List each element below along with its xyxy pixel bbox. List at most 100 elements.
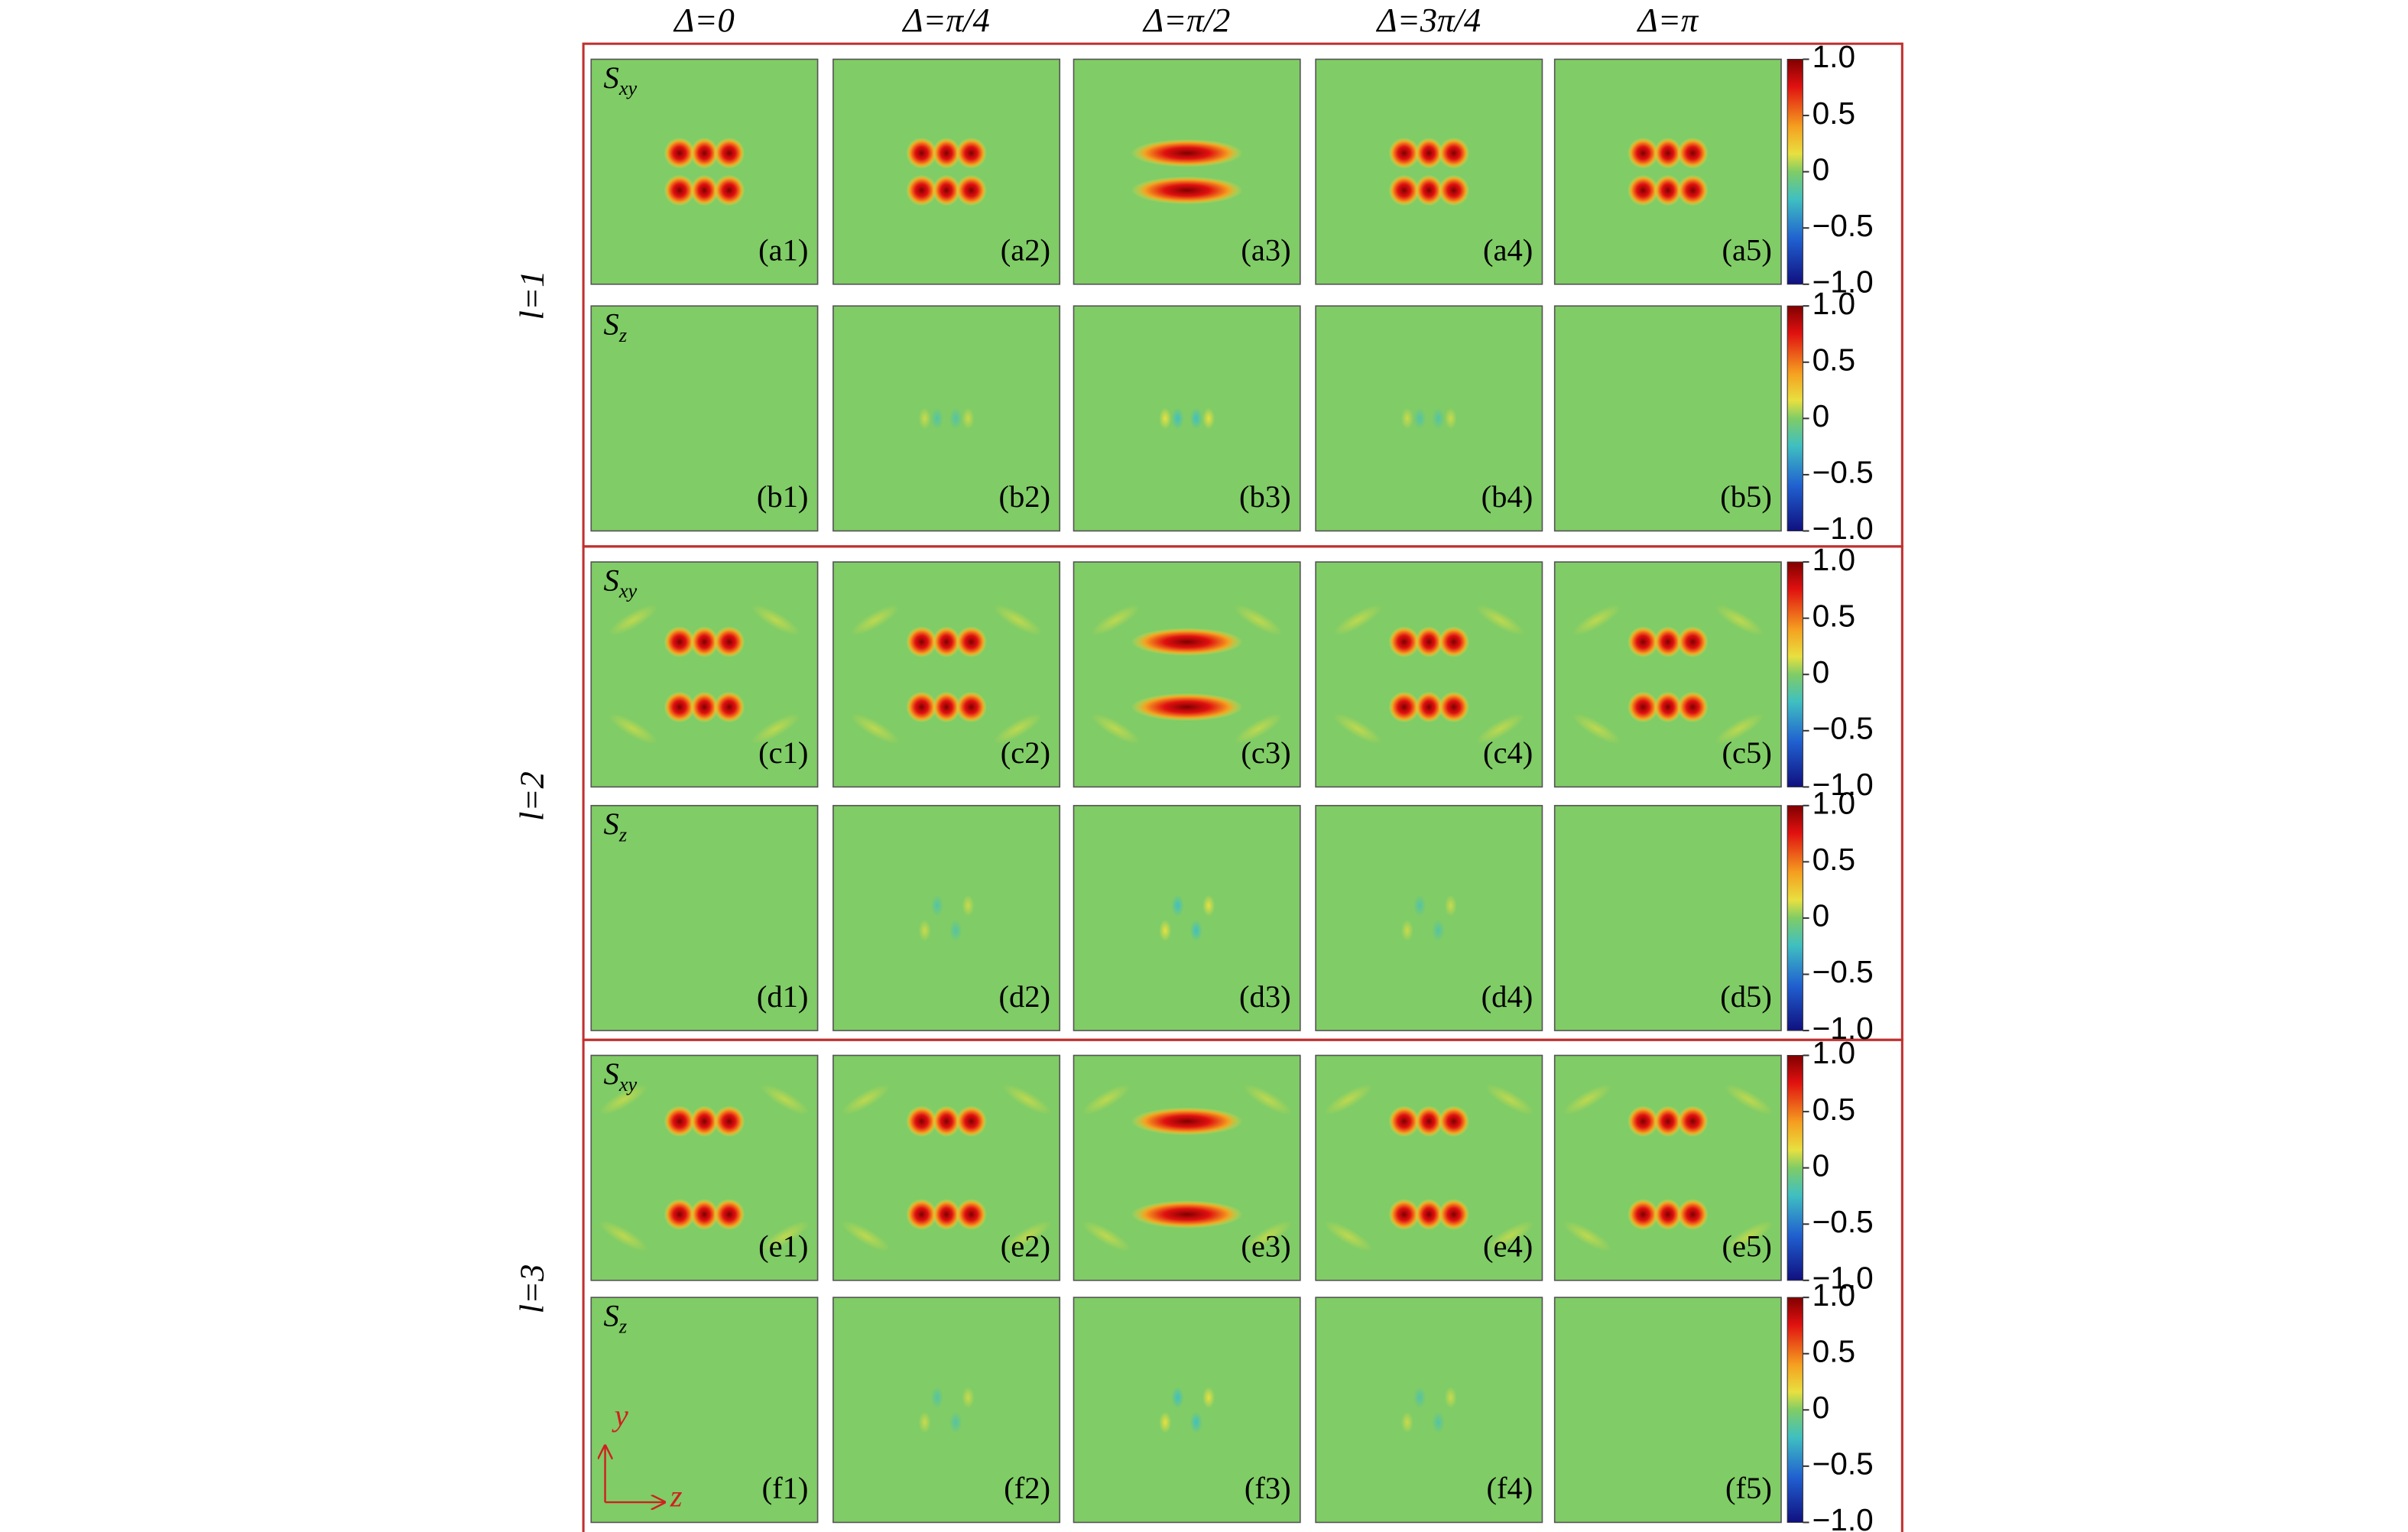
side-lobe: [1475, 713, 1525, 745]
panel-label: (f2): [1004, 1471, 1050, 1505]
lobe: [1131, 1107, 1243, 1136]
colorbar-tick-label: −1.0: [1812, 1502, 1874, 1532]
lobe: [1653, 1199, 1683, 1230]
field-subscript: xy: [618, 1073, 638, 1095]
field-map: (f4): [1315, 1297, 1543, 1524]
panel-label: (c5): [1722, 735, 1772, 770]
colorbar-tick-label: 1.0: [1812, 286, 1855, 321]
colorbar-tick-label: 1.0: [1812, 1277, 1855, 1313]
field-label: Sz: [604, 807, 628, 846]
side-lobe: [1002, 1220, 1052, 1252]
panel-label: (f4): [1486, 1471, 1533, 1505]
side-lobe: [1715, 713, 1764, 745]
lobe: [932, 1199, 961, 1230]
panel: [1553, 804, 1782, 1031]
spot: [1171, 1386, 1184, 1409]
field-map: (c4): [1315, 561, 1543, 788]
field-label: Sz: [604, 1299, 628, 1338]
field-label: Sxy: [604, 1056, 638, 1095]
spot: [962, 407, 975, 430]
lobe: [1415, 1105, 1443, 1138]
lobe: [932, 691, 961, 723]
field-map: (b1): [590, 305, 819, 532]
lobe: [1388, 1105, 1420, 1138]
colorbar: [1787, 1055, 1803, 1281]
lobe: [1628, 1199, 1659, 1230]
column-header: Δ=0: [673, 1, 735, 39]
field-map: (b5): [1553, 305, 1782, 532]
lobe: [956, 626, 987, 657]
lobe: [1628, 137, 1659, 169]
field-map: (b2): [832, 305, 1061, 532]
lobe: [690, 137, 719, 169]
lobe: [690, 1105, 719, 1138]
side-lobe: [1485, 1220, 1534, 1252]
colorbar-tick-label: 0.5: [1812, 842, 1855, 877]
lobe: [1415, 691, 1443, 723]
field-map: (a2): [832, 58, 1061, 285]
lobe: [1653, 626, 1683, 657]
panel: [1315, 58, 1543, 285]
field-subscript: z: [618, 823, 627, 846]
lobe: [1628, 691, 1659, 723]
side-lobe: [841, 1084, 891, 1115]
lobe: [906, 626, 937, 657]
panel: [832, 1297, 1061, 1524]
side-lobe: [1323, 1084, 1373, 1115]
lobe: [932, 137, 961, 169]
colorbar: [1787, 305, 1803, 532]
spot: [930, 1386, 944, 1409]
lobe: [1388, 626, 1420, 657]
lobe: [956, 174, 987, 206]
colorbar-tick-label: 0: [1812, 1147, 1830, 1183]
panel-label: (b2): [998, 479, 1050, 514]
side-lobe: [1485, 1084, 1534, 1115]
side-lobe: [850, 713, 900, 745]
panel: [1073, 1297, 1301, 1524]
panel-label: (b4): [1481, 479, 1533, 514]
lobe: [1438, 691, 1470, 723]
panel: [1553, 561, 1782, 788]
panel: [832, 804, 1061, 1031]
side-lobe: [993, 713, 1043, 745]
lobe: [1653, 137, 1683, 169]
spot: [1189, 1411, 1202, 1433]
lobe: [1653, 691, 1683, 723]
colorbar-tick-label: 0.5: [1812, 1333, 1855, 1368]
side-lobe: [599, 1220, 648, 1252]
spot: [1432, 919, 1445, 942]
lobe: [932, 1105, 961, 1138]
side-lobe: [1715, 604, 1764, 636]
panel: [1315, 804, 1543, 1031]
side-lobe: [1563, 1084, 1612, 1115]
field-map: (c5): [1553, 561, 1782, 788]
lobe: [1415, 1199, 1443, 1230]
panel: [1315, 561, 1543, 788]
lobe: [1438, 174, 1470, 206]
spot: [1189, 407, 1202, 430]
lobe: [1415, 174, 1443, 206]
panel-label: (c2): [1001, 735, 1050, 770]
field-map: (f5): [1553, 1297, 1782, 1524]
lobe: [956, 137, 987, 169]
field-map: (f3): [1073, 1297, 1301, 1524]
field-map: (e2): [832, 1054, 1061, 1281]
colorbar-tick-label: −1.0: [1812, 511, 1874, 546]
lobe: [1131, 139, 1243, 167]
panel: [1073, 305, 1301, 532]
lobe: [1131, 628, 1243, 656]
field-map: (f1): [590, 1297, 819, 1524]
spot: [1400, 407, 1414, 430]
spot: [1413, 407, 1426, 430]
field-map: (d1): [590, 804, 819, 1031]
lobe: [713, 174, 745, 206]
side-lobe: [1572, 713, 1621, 745]
colorbar-tick-label: 0.5: [1812, 96, 1855, 131]
side-lobe: [1002, 1084, 1052, 1115]
axis-label: z: [670, 1478, 683, 1513]
column-header: Δ=3π/4: [1375, 1, 1481, 39]
spot: [1444, 407, 1457, 430]
lobe: [1677, 174, 1709, 206]
panel: [590, 58, 819, 285]
panel: [1315, 1297, 1543, 1524]
